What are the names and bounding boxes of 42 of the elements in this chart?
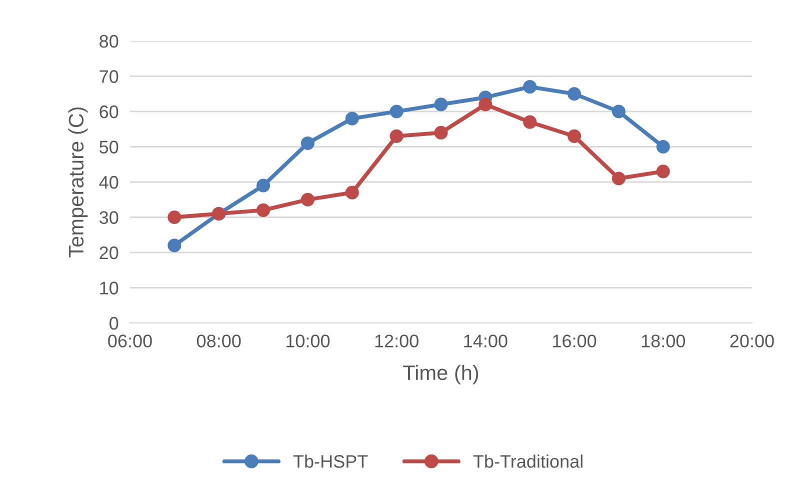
legend-label: Tb-Traditional — [473, 454, 582, 468]
y-tick-label: 30 — [99, 211, 118, 224]
point — [345, 186, 359, 200]
x-tick-label: 18:00 — [642, 334, 686, 348]
point — [478, 98, 492, 112]
point — [256, 178, 270, 192]
y-axis-title: Temperature (C) — [68, 107, 88, 258]
point — [434, 98, 448, 112]
point — [168, 210, 182, 224]
y-tick-label: 60 — [100, 105, 118, 118]
y-tick-label: 50 — [100, 140, 118, 154]
point — [434, 126, 448, 140]
y-tick-label: 0 — [110, 316, 118, 330]
point — [612, 172, 626, 186]
x-tick-label: 16:00 — [553, 334, 596, 348]
point — [523, 115, 537, 129]
y-tick-label: 80 — [100, 34, 118, 48]
x-tick-label: 14:00 — [464, 334, 508, 348]
point — [612, 104, 626, 118]
point — [568, 87, 582, 101]
point — [390, 104, 404, 118]
y-tick-label: 70 — [100, 70, 118, 83]
legend-label: Tb-HSPT — [293, 454, 368, 468]
x-axis-title: Time (h) — [403, 364, 478, 384]
point — [523, 80, 537, 94]
point — [168, 238, 182, 252]
point — [568, 129, 582, 143]
x-tick-label: 10:00 — [286, 334, 330, 348]
x-tick-label: 12:00 — [375, 334, 418, 348]
y-tick-label: 10 — [100, 282, 118, 294]
y-tick-label: 20 — [100, 246, 118, 260]
y-tick-label: 40 — [99, 176, 118, 189]
point — [256, 203, 270, 217]
x-tick-label: 06:00 — [108, 334, 152, 348]
x-tick-label: 08:00 — [196, 334, 241, 348]
point — [300, 192, 314, 206]
point — [345, 112, 359, 126]
point — [656, 164, 670, 178]
point — [656, 140, 670, 154]
point — [390, 129, 404, 143]
point — [300, 136, 314, 150]
x-tick-label: 20:00 — [730, 334, 774, 348]
